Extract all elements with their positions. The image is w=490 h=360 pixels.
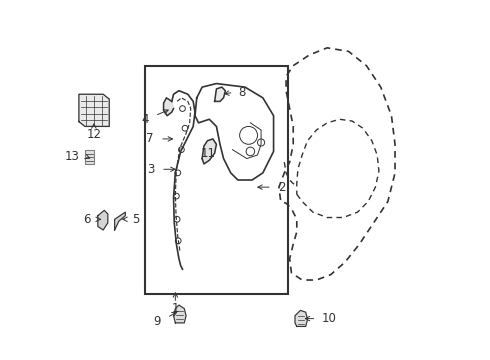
- Text: 5: 5: [132, 213, 140, 226]
- Text: 8: 8: [239, 86, 246, 99]
- Text: 6: 6: [83, 213, 91, 226]
- Text: 10: 10: [322, 312, 337, 325]
- Polygon shape: [202, 139, 217, 164]
- Bar: [85, 150, 94, 164]
- Polygon shape: [173, 305, 186, 323]
- Polygon shape: [164, 98, 173, 116]
- Polygon shape: [115, 212, 125, 230]
- Text: 2: 2: [278, 181, 285, 194]
- Polygon shape: [215, 87, 225, 102]
- Text: 13: 13: [65, 150, 80, 163]
- Text: 1: 1: [172, 302, 179, 315]
- Text: 11: 11: [201, 147, 216, 160]
- Text: 7: 7: [147, 132, 154, 145]
- Text: 9: 9: [153, 315, 161, 328]
- Bar: [145, 66, 288, 294]
- Polygon shape: [295, 310, 308, 327]
- Text: 12: 12: [86, 128, 101, 141]
- Polygon shape: [79, 94, 109, 126]
- Polygon shape: [98, 210, 108, 230]
- Text: 3: 3: [147, 163, 155, 176]
- Text: 4: 4: [142, 113, 149, 126]
